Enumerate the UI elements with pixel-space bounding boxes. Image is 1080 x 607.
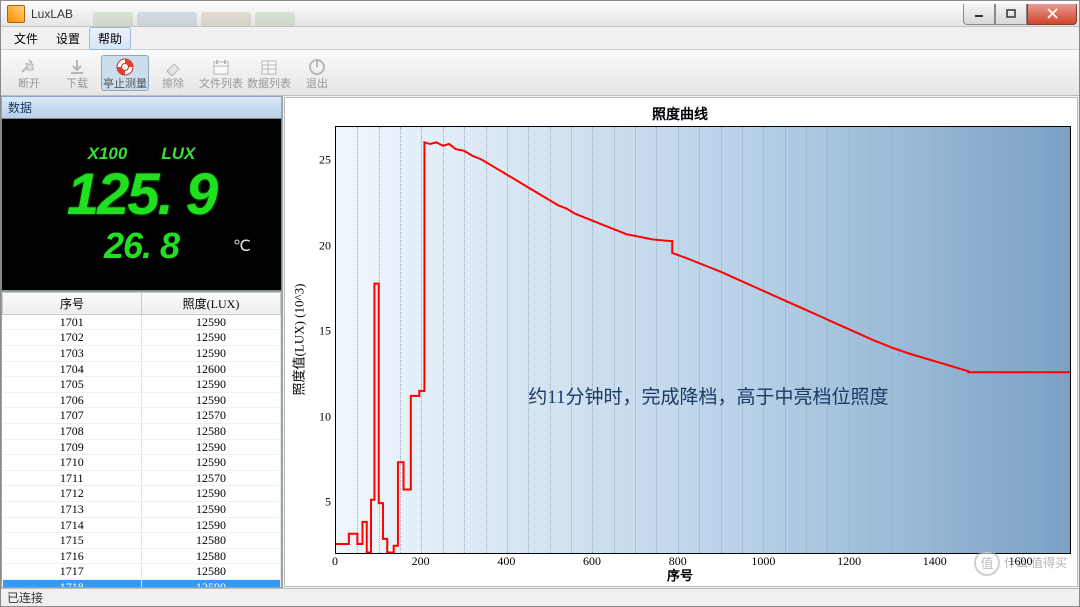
datalist-icon (257, 56, 281, 78)
exit-icon (305, 56, 329, 78)
menu-help[interactable]: 帮助 (89, 27, 131, 50)
lcd-lux-value: 125. 9 (67, 168, 216, 222)
calendar-icon (209, 56, 233, 78)
table-row[interactable]: 171712580 (3, 564, 281, 580)
eraser-icon (161, 56, 185, 78)
table-row[interactable]: 170312590 (3, 345, 281, 361)
table-row[interactable]: 171512580 (3, 533, 281, 549)
toolbar-filelist[interactable]: 文件列表 (197, 56, 245, 90)
data-panel-header: 数据 (1, 96, 282, 118)
menu-bar: 文件 设置 帮助 (1, 27, 1079, 50)
app-icon (7, 5, 25, 23)
chart-annotation: 约11分钟时，完成降档，高于中亮档位照度 (528, 382, 888, 409)
window-title: LuxLAB (31, 7, 73, 21)
title-bar: LuxLAB (1, 1, 1079, 27)
background-tabs (93, 1, 963, 26)
menu-file[interactable]: 文件 (5, 27, 47, 50)
toolbar-download[interactable]: 下载 (53, 56, 101, 90)
download-icon (65, 56, 89, 78)
table-row[interactable]: 170212590 (3, 330, 281, 346)
watermark: 值 什么.值得买 (974, 550, 1067, 576)
table-row[interactable]: 170612590 (3, 392, 281, 408)
table-row[interactable]: 171312590 (3, 501, 281, 517)
menu-settings[interactable]: 设置 (47, 27, 89, 50)
toolbar-disconnect[interactable]: 断开 (5, 56, 53, 90)
y-axis-ticks: 510152025 (307, 126, 335, 554)
col-index[interactable]: 序号 (3, 292, 142, 314)
x-axis-ticks: 02004006008001000120014001600 (335, 554, 1071, 565)
table-row[interactable]: 170512590 (3, 377, 281, 393)
table-row[interactable]: 171812590 (3, 579, 281, 587)
table-row[interactable]: 170812580 (3, 423, 281, 439)
lcd-temp-value: 26. 8 (104, 228, 179, 264)
lcd-unit-label: LUX (161, 144, 195, 164)
toolbar-stop[interactable]: 亭止测量 (101, 55, 149, 91)
data-table[interactable]: 序号 照度(LUX) 17011259017021259017031259017… (1, 291, 282, 588)
table-row[interactable]: 171112570 (3, 470, 281, 486)
table-row[interactable]: 171612580 (3, 548, 281, 564)
table-row[interactable]: 170912590 (3, 439, 281, 455)
table-row[interactable]: 170712570 (3, 408, 281, 424)
lifebuoy-icon (113, 56, 137, 78)
status-text: 已连接 (7, 589, 43, 606)
table-row[interactable]: 171212590 (3, 486, 281, 502)
plug-icon (17, 56, 41, 78)
lcd-scale-label: X100 (88, 144, 128, 164)
chart-title: 照度曲线 (289, 104, 1071, 124)
table-row[interactable]: 171412590 (3, 517, 281, 533)
maximize-button[interactable] (995, 4, 1027, 25)
table-row[interactable]: 170412600 (3, 361, 281, 377)
toolbar: 断开下载亭止测量擦除文件列表数据列表退出 (1, 50, 1079, 96)
lcd-temp-unit: ℃ (233, 236, 251, 256)
status-bar: 已连接 (1, 588, 1079, 607)
table-row[interactable]: 170112590 (3, 314, 281, 330)
toolbar-datalist[interactable]: 数据列表 (245, 56, 293, 90)
chart-plot-area[interactable]: 约11分钟时，完成降档，高于中亮档位照度 (335, 126, 1071, 554)
close-button[interactable] (1027, 4, 1077, 25)
table-row[interactable]: 171012590 (3, 455, 281, 471)
lcd-display: X100 LUX 125. 9 26. 8 ℃ (1, 118, 282, 291)
minimize-button[interactable] (963, 4, 995, 25)
y-axis-label: 照度值(LUX) (10^3) (289, 126, 307, 554)
toolbar-erase[interactable]: 擦除 (149, 56, 197, 90)
toolbar-exit[interactable]: 退出 (293, 56, 341, 90)
col-lux[interactable]: 照度(LUX) (142, 292, 281, 314)
chart-panel: 照度曲线 照度值(LUX) (10^3) 510152025 约11分钟时，完成… (284, 97, 1078, 587)
